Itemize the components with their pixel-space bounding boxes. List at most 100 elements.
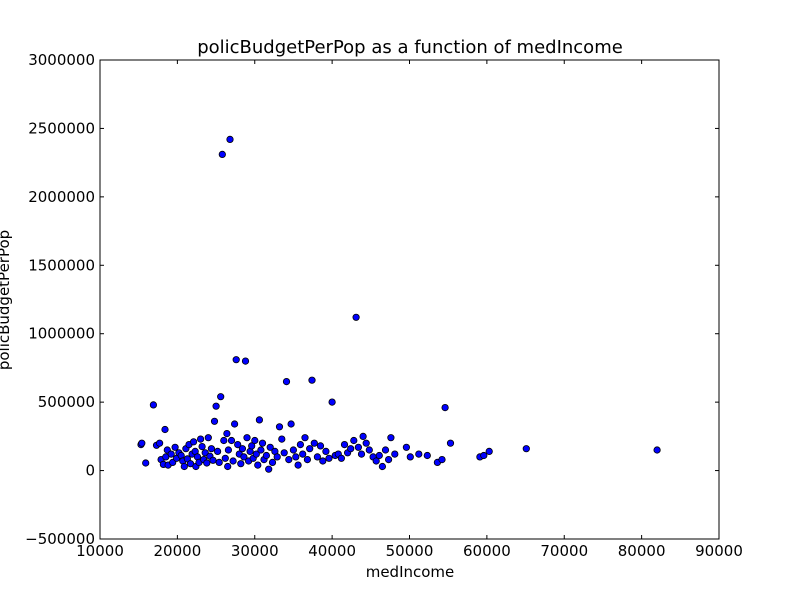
data-point: [406, 453, 414, 461]
points-layer: [137, 135, 661, 473]
data-point: [357, 450, 366, 458]
data-point: [238, 445, 246, 453]
data-point: [303, 455, 311, 464]
data-point: [203, 459, 211, 467]
data-point: [319, 457, 327, 465]
data-point: [381, 446, 390, 454]
data-point: [522, 445, 530, 453]
data-point: [180, 462, 188, 471]
data-point: [362, 439, 370, 447]
data-point: [258, 439, 267, 447]
data-point: [310, 439, 318, 447]
y-tick-label: −500000: [25, 530, 95, 548]
data-point: [204, 434, 212, 442]
data-point: [142, 459, 150, 467]
data-point: [266, 443, 274, 451]
data-point: [198, 442, 206, 451]
data-point: [217, 393, 225, 401]
data-point: [240, 453, 248, 461]
data-point: [156, 439, 164, 447]
data-point: [359, 432, 367, 440]
y-tick-label: 1000000: [28, 325, 95, 343]
x-tick-label: 80000: [618, 542, 666, 560]
data-point: [340, 440, 349, 449]
data-point: [375, 451, 383, 460]
data-point: [313, 453, 321, 461]
data-point: [227, 436, 236, 445]
data-point: [209, 456, 217, 464]
data-point: [251, 436, 259, 445]
data-point: [365, 446, 373, 454]
data-point: [190, 438, 198, 446]
data-point: [296, 440, 304, 449]
data-point: [234, 440, 242, 449]
data-point: [220, 436, 228, 445]
data-point: [223, 429, 231, 438]
data-point: [480, 451, 488, 460]
data-point: [316, 442, 325, 450]
x-tick-label: 70000: [540, 542, 588, 560]
data-point: [372, 457, 380, 465]
data-point: [224, 462, 232, 471]
data-point: [218, 150, 226, 158]
data-point: [350, 436, 358, 445]
data-point: [446, 439, 455, 447]
x-axis-title: medIncome: [366, 563, 455, 581]
y-tick-label: 2500000: [28, 119, 95, 137]
data-point: [149, 401, 157, 409]
data-point: [415, 450, 423, 458]
data-point: [391, 450, 399, 458]
y-tick-label: 500000: [38, 393, 95, 411]
x-tick-label: 40000: [308, 542, 356, 560]
data-point: [299, 450, 307, 458]
data-point: [485, 447, 493, 455]
data-point: [423, 451, 431, 460]
data-point: [231, 420, 239, 428]
data-point: [248, 442, 256, 450]
data-point: [161, 425, 169, 434]
y-axis-title: policBudgetPerPop: [0, 230, 13, 370]
data-point: [265, 465, 273, 473]
data-point: [273, 453, 281, 461]
data-point: [354, 443, 362, 451]
data-point: [197, 435, 205, 443]
data-point: [306, 445, 314, 453]
data-point: [325, 454, 333, 462]
data-point: [275, 423, 284, 431]
y-tick-label: 3000000: [28, 51, 95, 69]
x-tick-label: 30000: [231, 542, 279, 560]
data-point: [255, 416, 263, 424]
x-tick-label: 20000: [154, 542, 202, 560]
data-point: [224, 446, 232, 454]
data-point: [322, 447, 330, 455]
data-point: [280, 449, 288, 457]
y-tick-label: 1500000: [28, 256, 95, 274]
data-point: [252, 450, 260, 458]
data-point: [378, 462, 386, 471]
data-point: [171, 443, 179, 451]
data-point: [262, 451, 270, 460]
data-point: [653, 446, 661, 454]
x-tick-label: 10000: [76, 542, 124, 560]
data-point: [287, 420, 295, 428]
data-point: [441, 403, 449, 412]
data-point: [257, 446, 265, 454]
data-point: [337, 454, 345, 462]
data-point: [282, 377, 291, 386]
data-point: [268, 458, 277, 466]
data-point: [138, 439, 146, 447]
data-point: [328, 398, 336, 406]
data-point: [226, 135, 234, 143]
x-tick-label: 90000: [695, 542, 743, 560]
data-point: [210, 417, 219, 425]
data-point: [352, 313, 360, 321]
data-point: [229, 457, 237, 465]
data-point: [308, 376, 316, 384]
data-point: [285, 455, 293, 464]
data-point: [292, 453, 300, 461]
data-point: [387, 434, 395, 442]
data-point: [221, 454, 229, 462]
data-point: [347, 445, 355, 453]
